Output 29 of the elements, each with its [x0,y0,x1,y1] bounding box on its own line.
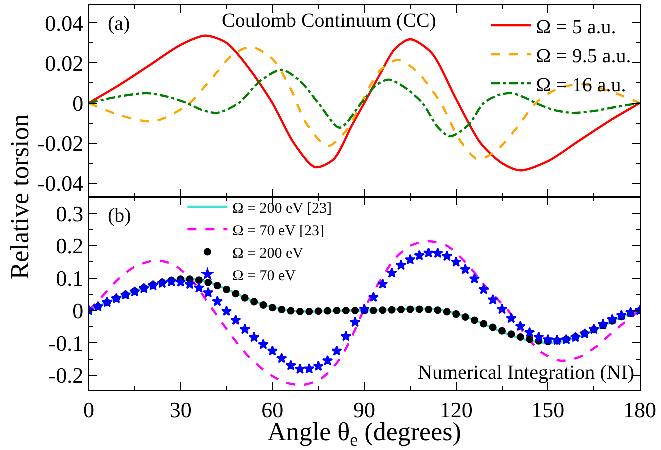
legend-label: Ω = 70 eV [23] [232,223,324,240]
y-axis-title: Relative torsion [6,114,35,280]
annotation: (a) [108,13,130,35]
annotation: Coulomb Continuum (CC) [222,10,436,32]
annotation: Numerical Integration (NI) [418,362,635,384]
y-tick-label: 0 [72,90,84,116]
y-tick-label: -0.04 [38,171,84,196]
line-series [89,68,640,138]
y-tick-label: 0.2 [56,234,84,259]
y-tick-label: 0.04 [45,10,84,36]
line-series [89,34,640,172]
legend-label: Ω = 16 a.u. [536,74,626,96]
y-tick-label: -0.1 [48,330,84,356]
x-tick-label: 180 [624,397,656,422]
x-tick-label: 150 [532,397,565,422]
annotation: (b) [108,205,132,227]
y-tick-label: -0.2 [48,363,84,388]
legend-label: Ω = 9.5 a.u. [536,45,632,68]
y-tick-label: -0.02 [38,131,84,156]
legend-label: Ω = 5 a.u. [536,16,616,38]
y-tick-label: 0 [72,298,84,324]
legend-label: Ω = 200 eV [23] [232,200,332,217]
legend-label: Ω = 70 eV [232,268,296,284]
x-tick-label: 30 [170,397,192,422]
y-tick-label: 0.1 [56,266,84,292]
y-tick-label: 0.02 [45,50,84,76]
line-series [89,46,640,161]
y-tick-label: 0.3 [56,201,84,226]
legend-label: Ω = 200 eV [232,246,304,262]
